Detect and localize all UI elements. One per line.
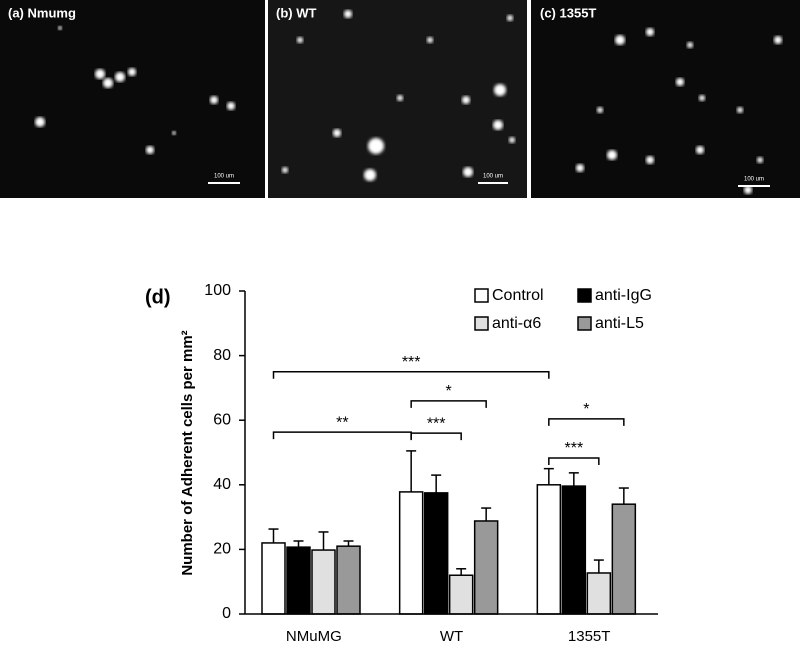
significance-bracket <box>272 371 550 379</box>
error-bar <box>268 528 279 543</box>
y-tick-label: 0 <box>222 605 231 622</box>
x-tick-label: 1355T <box>568 628 611 645</box>
error-bar <box>318 531 329 551</box>
panel-label: (c) 1355T <box>540 5 596 20</box>
significance-bracket <box>410 432 462 441</box>
scale-bar-label: 100 um <box>483 174 503 180</box>
y-tick-label: 20 <box>213 541 231 558</box>
micrograph-c: 100 um (c) 1355T <box>531 0 800 198</box>
y-tick-label: 60 <box>213 411 231 428</box>
bar <box>586 572 612 615</box>
significance-bracket <box>548 418 625 426</box>
error-bar <box>568 472 579 487</box>
micrograph-b: 100 um (b) WT <box>268 0 527 198</box>
error-bar <box>593 559 604 573</box>
legend-label: anti-α6 <box>492 315 541 332</box>
bar <box>473 520 499 615</box>
significance-label: *** <box>402 354 421 371</box>
error-bar <box>618 487 629 505</box>
significance-label: *** <box>564 440 583 457</box>
error-bar <box>456 568 467 576</box>
bar <box>536 484 562 615</box>
scale-bar-label: 100 um <box>214 174 234 180</box>
error-bar <box>431 474 442 493</box>
significance-bracket <box>410 400 487 408</box>
significance-label: ** <box>336 414 348 431</box>
bar <box>286 546 311 615</box>
panel-label: (d) <box>145 286 171 308</box>
x-tick-label: NMuMG <box>286 628 342 645</box>
x-tick-label: WT <box>440 628 463 645</box>
bar <box>561 485 587 615</box>
error-bar <box>481 507 492 521</box>
bar <box>448 574 474 615</box>
significance-label: *** <box>427 415 446 432</box>
bar <box>261 542 286 615</box>
legend-swatch <box>577 316 592 331</box>
y-tick-label: 100 <box>204 282 231 299</box>
error-bar <box>343 540 354 547</box>
scale-bar-label: 100 um <box>744 177 764 183</box>
legend-label: anti-IgG <box>595 287 652 304</box>
significance-label: * <box>583 401 589 418</box>
error-bar <box>543 467 554 485</box>
panel-label: (a) Nmumg <box>8 5 76 20</box>
bar <box>611 503 637 615</box>
y-tick-label: 40 <box>213 476 231 493</box>
y-axis-label: Number of Adherent cells per mm² <box>179 330 196 575</box>
bar <box>398 491 424 615</box>
legend-swatch <box>474 288 489 303</box>
significance-label: * <box>446 383 452 400</box>
significance-bracket <box>548 457 600 465</box>
bar <box>336 545 361 615</box>
legend-label: anti-L5 <box>595 315 644 332</box>
error-bar <box>293 540 304 548</box>
bar <box>311 549 336 615</box>
error-bar <box>406 450 417 492</box>
micrograph-a: 100 um (a) Nmumg <box>0 0 265 198</box>
legend-swatch <box>577 288 592 303</box>
legend-swatch <box>474 316 489 331</box>
y-tick-label: 80 <box>213 347 231 364</box>
bar <box>423 492 449 615</box>
panel-label: (b) WT <box>276 5 316 20</box>
significance-bracket <box>272 431 412 440</box>
legend-label: Control <box>492 287 544 304</box>
